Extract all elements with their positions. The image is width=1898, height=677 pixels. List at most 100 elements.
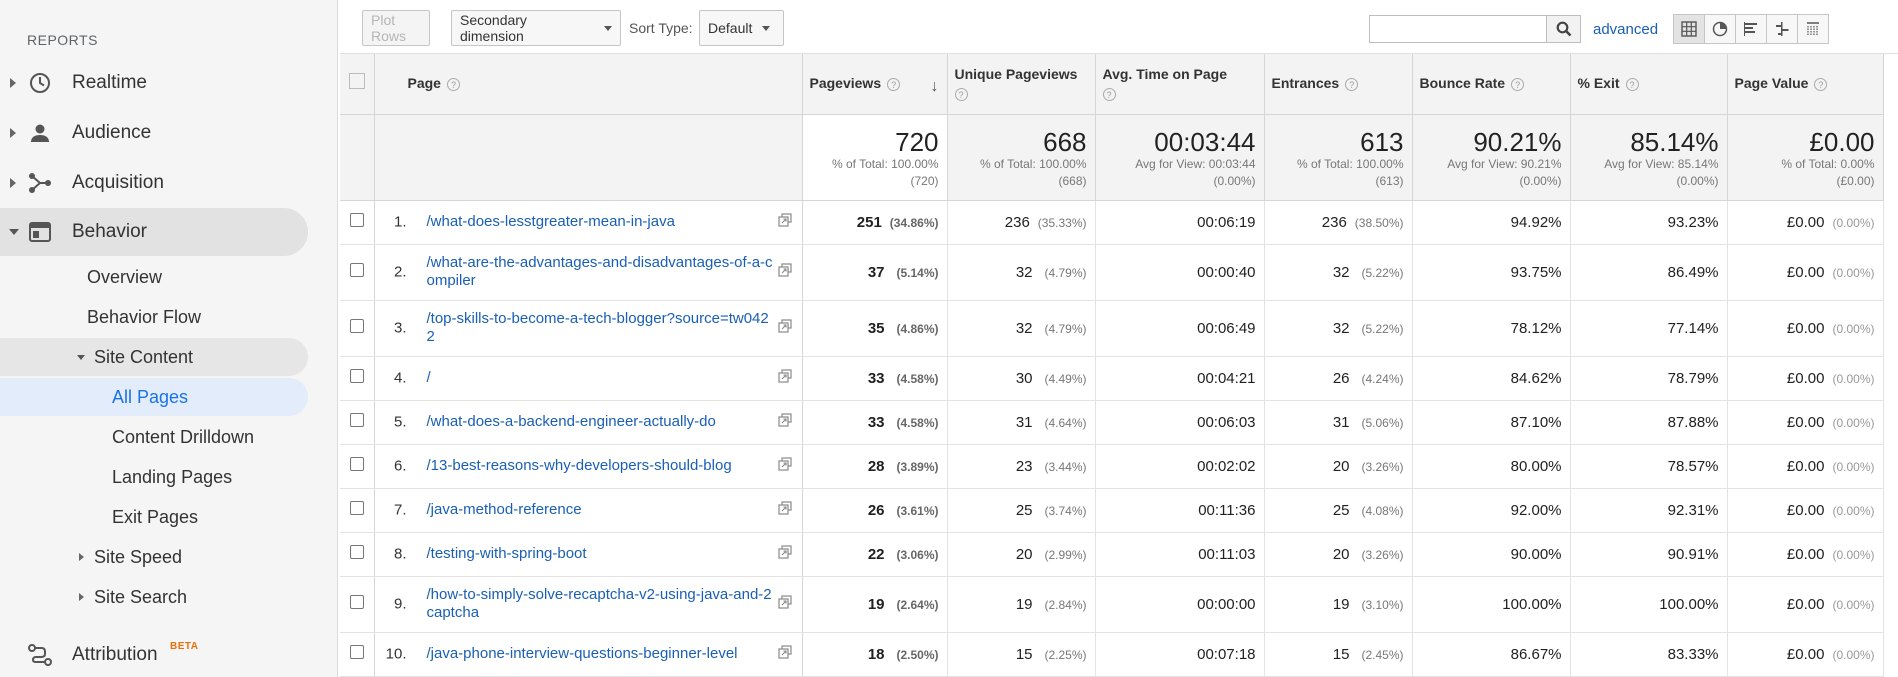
row-checkbox[interactable] (349, 501, 364, 515)
nav-content-drilldown[interactable]: Content Drilldown (0, 418, 308, 456)
open-external-icon[interactable] (777, 457, 792, 475)
table-toolbar: Plot Rows Secondary dimension Sort Type:… (340, 0, 1898, 54)
nav-exit-pages[interactable]: Exit Pages (0, 498, 308, 536)
nav-site-search[interactable]: Site Search (0, 578, 308, 616)
performance-view-button[interactable] (1735, 14, 1767, 44)
comparison-view-button[interactable] (1766, 14, 1798, 44)
col-header-exit[interactable]: % Exit? (1570, 54, 1728, 115)
row-checkbox[interactable] (349, 595, 364, 609)
page-link[interactable]: /top-skills-to-become-a-tech-blogger?sou… (426, 310, 769, 345)
nav-site-speed[interactable]: Site Speed (0, 538, 308, 576)
page-link[interactable]: /what-does-a-backend-engineer-actually-d… (426, 413, 716, 430)
open-external-icon[interactable] (777, 263, 792, 281)
row-checkbox[interactable] (349, 545, 364, 559)
page-link[interactable]: /what-are-the-advantages-and-disadvantag… (426, 254, 773, 289)
plot-rows-button[interactable]: Plot Rows (362, 10, 430, 46)
open-external-icon[interactable] (777, 369, 792, 387)
row-number: 9. (393, 595, 407, 613)
page-link[interactable]: / (426, 369, 431, 386)
page-value-percent: (0.00%) (1832, 321, 1875, 336)
report-table: Page? Pageviews? ↓ Unique Pageviews? Avg.… (340, 54, 1884, 677)
col-header-avg-time[interactable]: Avg. Time on Page? (1095, 54, 1265, 115)
col-header-page-value[interactable]: Page Value? (1727, 54, 1884, 115)
nav-all-pages[interactable]: All Pages (0, 378, 308, 416)
help-icon[interactable]: ? (1102, 87, 1116, 101)
open-external-icon[interactable] (777, 645, 792, 663)
row-checkbox[interactable] (349, 319, 364, 333)
open-external-icon[interactable] (777, 413, 792, 431)
col-header-entrances[interactable]: Entrances? (1264, 54, 1413, 115)
entrances-percent: (2.45%) (1361, 647, 1404, 662)
exit-cell: 87.88% (1570, 400, 1728, 445)
col-header-unique-pageviews[interactable]: Unique Pageviews? (947, 54, 1096, 115)
entrances-cell: 236 (38.50%) (1264, 200, 1413, 245)
unique-pageviews-percent: (2.99%) (1044, 547, 1087, 562)
col-header-pageviews[interactable]: Pageviews? ↓ (802, 54, 948, 115)
page-link[interactable]: /testing-with-spring-boot (426, 545, 587, 562)
open-external-icon[interactable] (777, 501, 792, 519)
nav-attribution[interactable]: Attribution BETA (0, 631, 308, 677)
table-search-input[interactable] (1369, 15, 1547, 43)
row-select-cell (340, 400, 375, 445)
table-view-button[interactable] (1673, 14, 1705, 44)
col-header-bounce-rate[interactable]: Bounce Rate? (1412, 54, 1571, 115)
entrances-value: 32 (1332, 319, 1350, 337)
col-header-page[interactable]: Page? (374, 54, 803, 115)
page-link[interactable]: /what-does-lesstgreater-mean-in-java (426, 213, 675, 230)
help-icon[interactable]: ? (446, 78, 460, 92)
unique-pageviews-cell: 32 (4.79%) (947, 300, 1096, 357)
page-link[interactable]: /how-to-simply-solve-recaptcha-v2-using-… (426, 586, 772, 621)
open-external-icon[interactable] (777, 545, 792, 563)
select-all-checkbox[interactable] (348, 73, 365, 90)
page-link[interactable]: /13-best-reasons-why-developers-should-b… (426, 457, 732, 474)
nav-site-content[interactable]: Site Content (0, 338, 308, 376)
exit-cell: 83.33% (1570, 632, 1728, 677)
entrances-percent: (3.10%) (1361, 597, 1404, 612)
row-checkbox[interactable] (349, 645, 364, 659)
unique-pageviews-percent: (35.33%) (1037, 215, 1087, 230)
page-cell: 9. /how-to-simply-solve-recaptcha-v2-usin… (374, 576, 803, 633)
pie-view-button[interactable] (1704, 14, 1736, 44)
open-external-icon[interactable] (777, 319, 792, 337)
help-icon[interactable]: ? (1625, 78, 1639, 92)
search-button[interactable] (1546, 15, 1581, 43)
row-checkbox[interactable] (349, 213, 364, 227)
help-icon[interactable]: ? (1814, 78, 1828, 92)
total-value: 613 (1360, 126, 1404, 157)
table-row: 4. / 33 (4.58%) 30 (4.49%) 00:04:21 26 (4.24%) 84… (340, 356, 1884, 401)
page-value: £0.00 (1786, 545, 1825, 563)
help-icon[interactable]: ? (1511, 78, 1525, 92)
col-header-label: Pageviews (809, 75, 882, 92)
nav-realtime[interactable]: Realtime (0, 59, 308, 107)
secondary-dimension-dropdown[interactable]: Secondary dimension (451, 10, 621, 46)
pivot-view-button[interactable] (1797, 14, 1829, 44)
table-row: 9. /how-to-simply-solve-recaptcha-v2-usin… (340, 576, 1884, 633)
help-icon[interactable]: ? (1345, 78, 1359, 92)
row-checkbox[interactable] (349, 413, 364, 427)
row-checkbox[interactable] (349, 369, 364, 383)
nav-acquisition[interactable]: Acquisition (0, 159, 308, 207)
page-cell: 10. /java-phone-interview-questions-begin… (374, 632, 803, 677)
nav-behavior-flow[interactable]: Behavior Flow (0, 298, 308, 336)
row-checkbox[interactable] (349, 457, 364, 471)
total-subtext: % of Total: 100.00% (831, 156, 939, 171)
entrances-percent: (4.08%) (1361, 503, 1404, 518)
open-external-icon[interactable] (777, 213, 792, 231)
row-number: 6. (393, 457, 407, 475)
nav-behavior[interactable]: Behavior (0, 208, 308, 256)
help-icon[interactable]: ? (954, 87, 968, 101)
pageviews-percent: (5.14%) (896, 265, 939, 280)
nav-audience[interactable]: Audience (0, 109, 308, 157)
help-icon[interactable]: ? (887, 78, 901, 92)
pageviews-cell: 35 (4.86%) (802, 300, 948, 357)
row-checkbox[interactable] (349, 263, 364, 277)
entrances-cell: 20 (3.26%) (1264, 532, 1413, 577)
page-link[interactable]: /java-method-reference (426, 501, 582, 518)
open-external-icon[interactable] (777, 595, 792, 613)
entrances-cell: 26 (4.24%) (1264, 356, 1413, 401)
page-link[interactable]: /java-phone-interview-questions-beginner… (426, 645, 738, 662)
sort-type-dropdown[interactable]: Default (699, 10, 784, 46)
advanced-filter-link[interactable]: advanced (1593, 21, 1659, 38)
nav-landing-pages[interactable]: Landing Pages (0, 458, 308, 496)
nav-behavior-overview[interactable]: Overview (0, 258, 308, 296)
